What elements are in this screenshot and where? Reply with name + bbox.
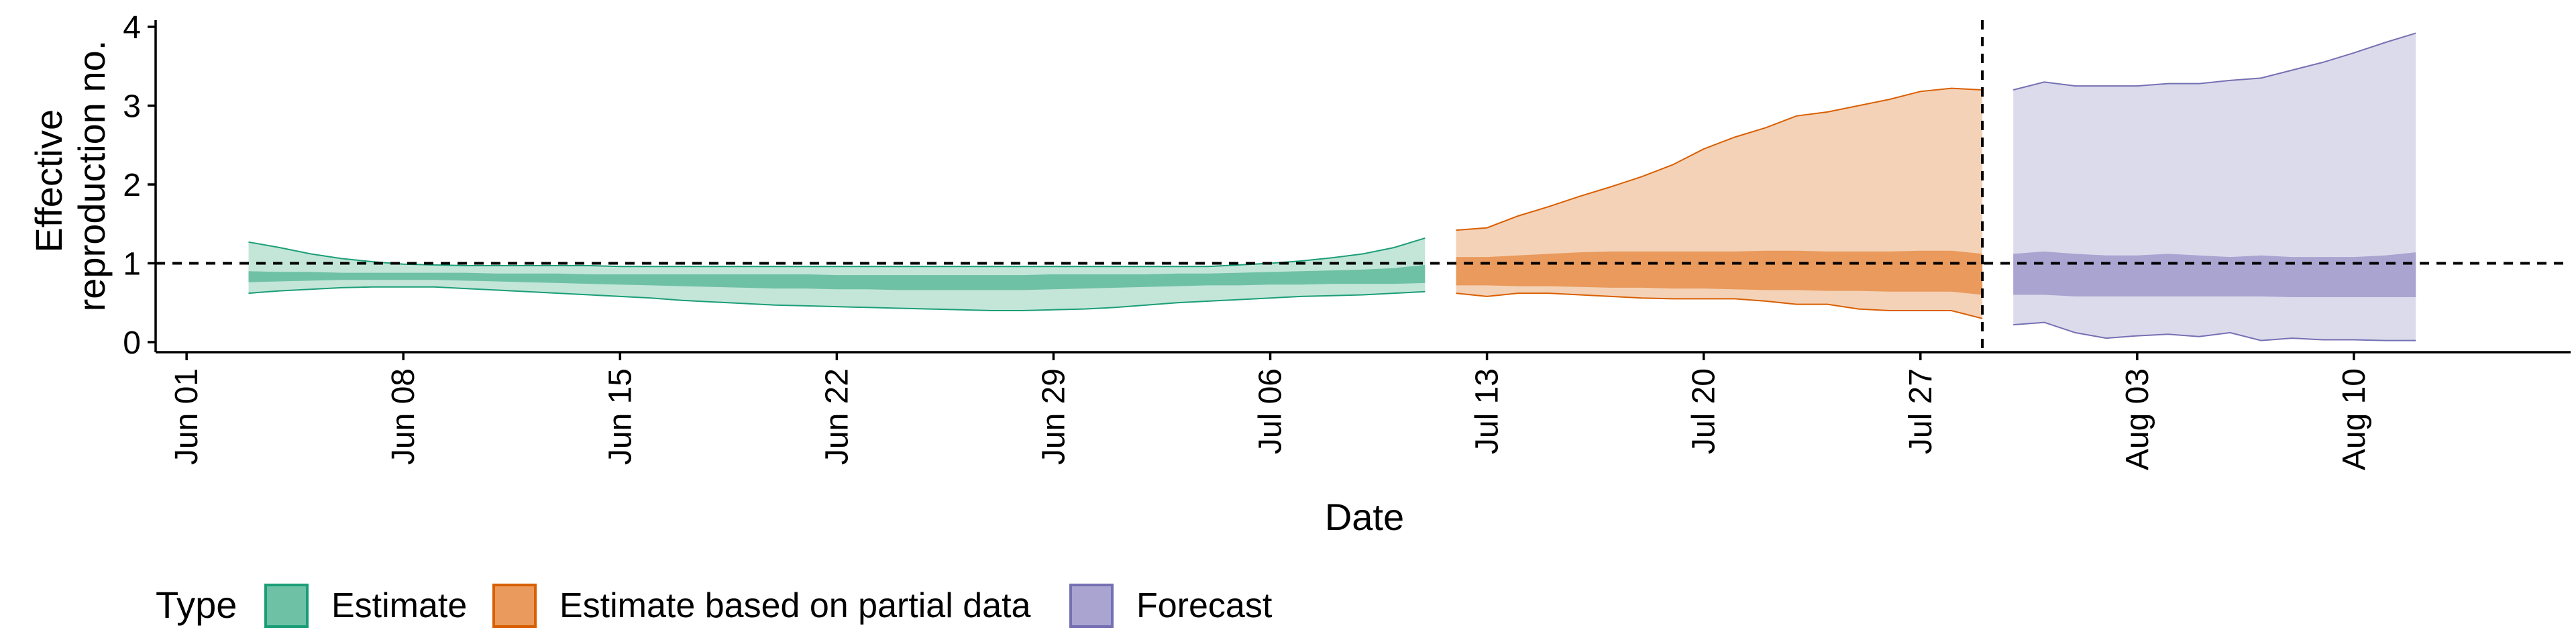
reference-line-layer	[156, 20, 2571, 352]
x-tick-label: Jul 13	[1470, 368, 1505, 454]
ribbon-inner-forecast	[2013, 251, 2416, 297]
y-axis-title-line-2: reproduction no.	[70, 40, 113, 312]
legend: Type Estimate Estimate based on partial da…	[156, 584, 1273, 628]
ribbon-outer-forecast-upper-edge	[2012, 32, 2416, 91]
ribbon-outer-estimate-upper-edge	[248, 237, 1426, 268]
x-tick-label: Aug 03	[2120, 368, 2155, 470]
ribbon-outer-forecast-lower-edge	[2013, 321, 2416, 341]
ribbon-outer-estimate-based-on-partial-data-upper-edge	[1456, 87, 1983, 231]
legend-title: Type	[156, 584, 237, 626]
x-tick-label: Jun 08	[386, 368, 421, 465]
x-tick-label: Jun 29	[1036, 368, 1072, 465]
ribbon-outer-estimate-lower-edge	[248, 286, 1426, 311]
y-axis-title-line-1: Effective	[28, 109, 70, 253]
x-tick-label: Jul 20	[1686, 368, 1722, 454]
x-tick-label: Jun 15	[602, 368, 638, 465]
legend-label: Estimate based on partial data	[559, 586, 1031, 625]
x-tick-label: Jul 27	[1903, 368, 1939, 454]
legend-item-forecast: Forecast	[1069, 584, 1273, 628]
x-tick-label: Jun 01	[169, 368, 205, 465]
ribbon-outer-estimate	[248, 237, 1426, 311]
legend-swatch	[492, 584, 537, 628]
y-tick-label: 4	[123, 10, 141, 46]
ribbon-inner-estimate	[248, 264, 1426, 290]
legend-item-estimate: Estimate	[264, 584, 467, 628]
y-tick-label: 3	[123, 89, 141, 125]
ribbon-inner-estimate-based-on-partial-data	[1456, 250, 1983, 295]
x-tick-label: Jun 22	[819, 368, 855, 465]
x-axis-title: Date	[1325, 496, 1404, 538]
x-tick-label: Jul 06	[1253, 368, 1289, 454]
axes-layer: 0 1 2 3 4 Jun 01 Jun 08 Jun 15 Jun 22 Jun 29 Jul 0…	[123, 10, 2571, 470]
y-axis-title: Effective reproduction no.	[28, 40, 113, 312]
ribbon-outer-estimate-based-on-partial-data-lower-edge	[1456, 292, 1983, 319]
ribbon-layer	[248, 32, 2416, 341]
legend-label: Estimate	[331, 586, 467, 625]
legend-label: Forecast	[1136, 586, 1273, 625]
x-tick-label: Aug 10	[2337, 368, 2372, 470]
legend-swatch	[264, 584, 309, 628]
legend-swatch	[1069, 584, 1114, 628]
y-tick-label: 1	[123, 247, 141, 282]
y-tick-label: 2	[123, 168, 141, 203]
legend-item-estimate-based-on-partial-data: Estimate based on partial data	[492, 584, 1031, 628]
y-tick-label: 0	[123, 325, 141, 361]
